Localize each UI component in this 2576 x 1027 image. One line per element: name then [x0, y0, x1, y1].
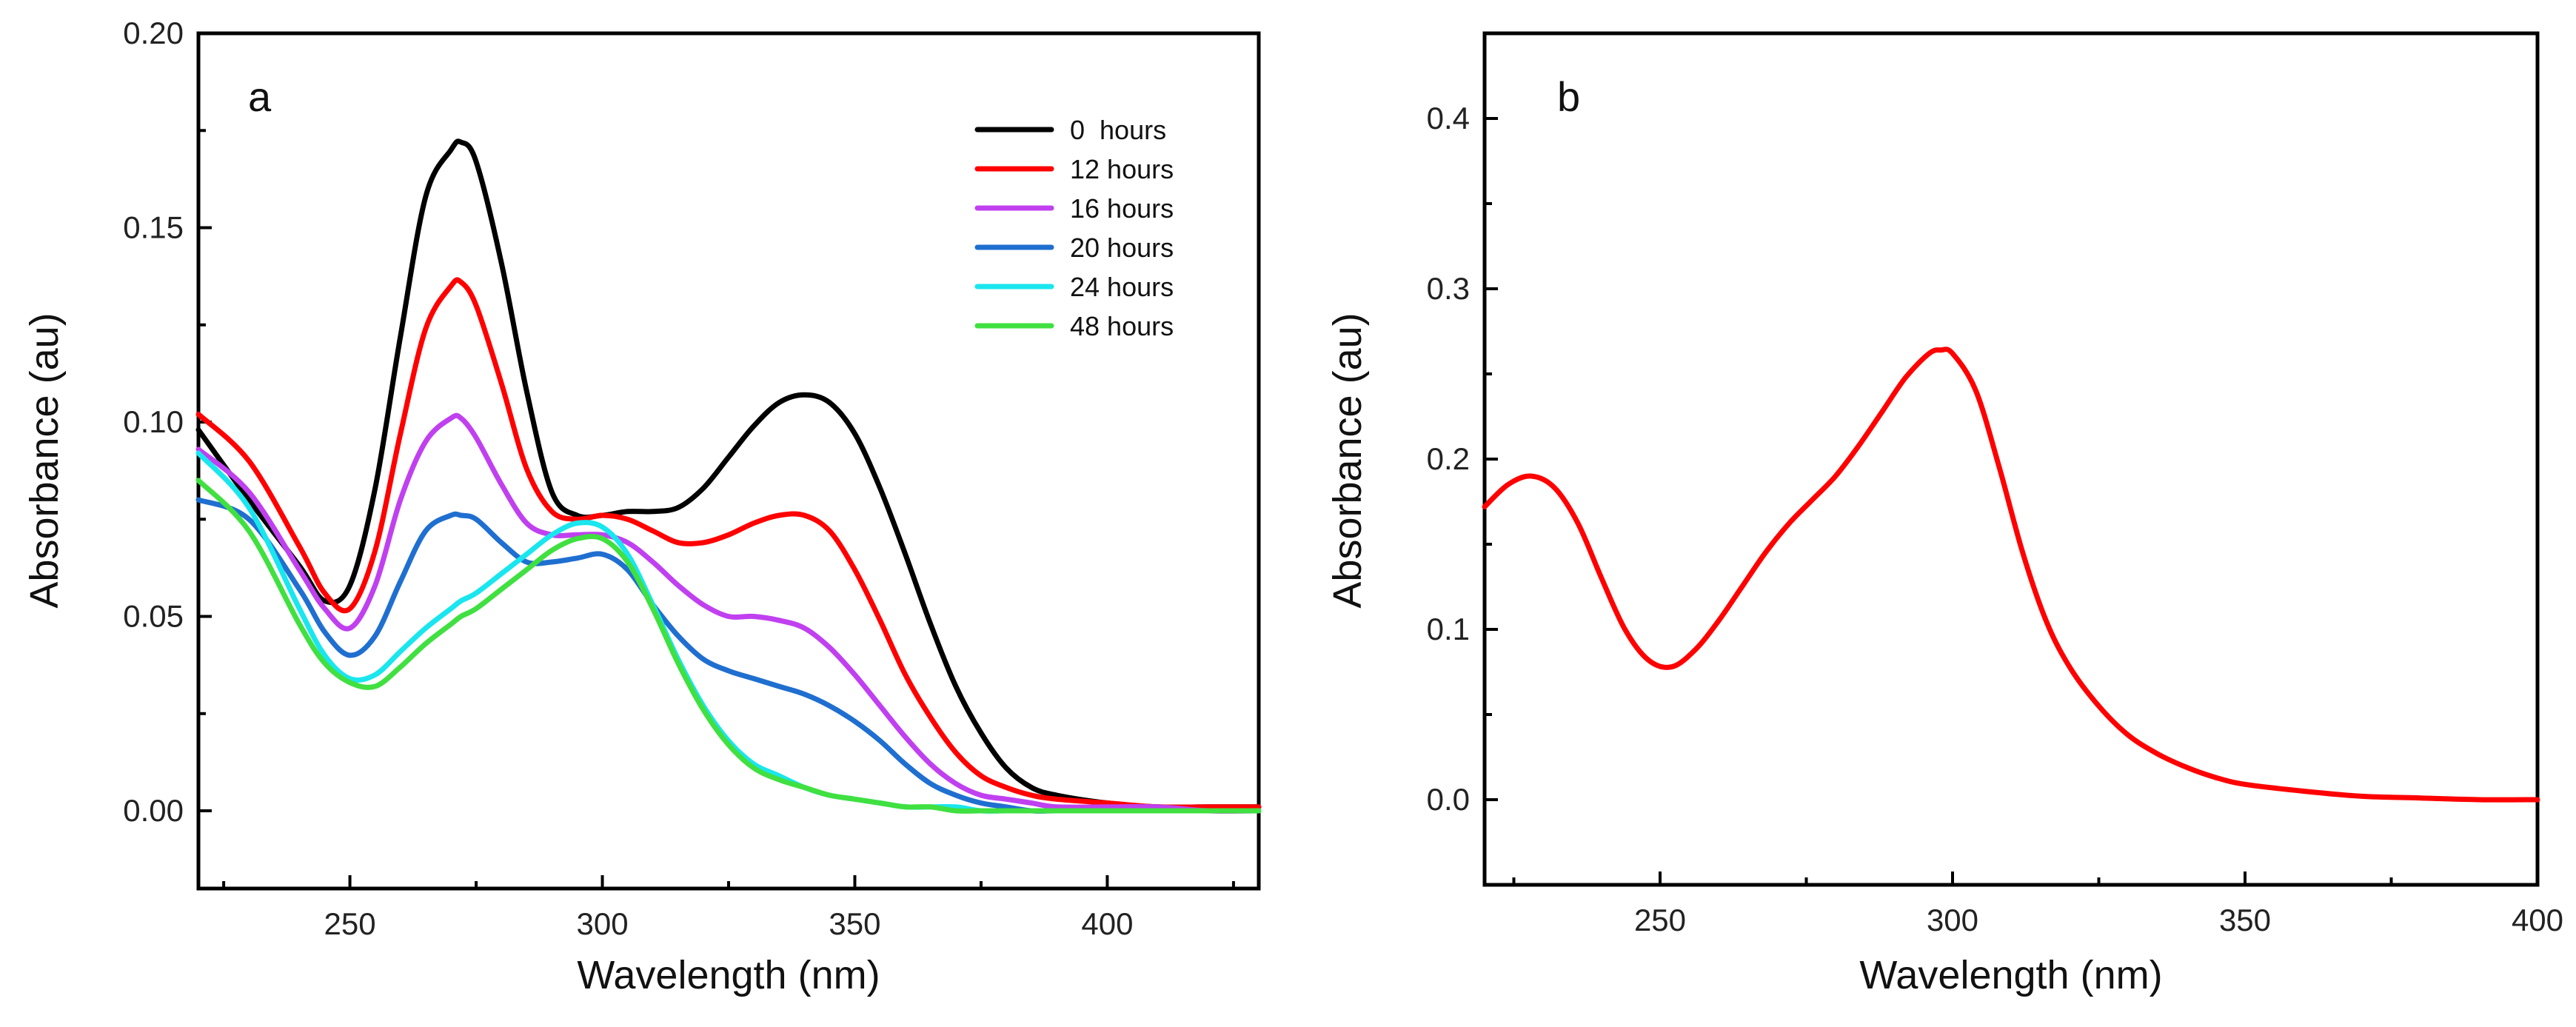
x-axis-title-a: Wavelength (nm): [577, 953, 880, 997]
legend-item: 12 hours: [974, 154, 1174, 184]
x-tick-label: 300: [1927, 903, 1978, 937]
legend-label: 0 hours: [1070, 115, 1166, 145]
x-tick-labels-a: 250 300 350 400: [324, 906, 1134, 941]
panel-a: 250 300 350 400 0.00 0.05 0.10 0.15 0.20…: [22, 16, 1262, 997]
x-tick-label: 350: [2219, 903, 2271, 937]
tick-marks-b: [1485, 32, 2539, 886]
legend-item: 48 hours: [974, 311, 1174, 341]
x-tick-label: 350: [829, 906, 880, 941]
legend: 0 hours 12 hours 16 hours 20 hours 24 ho…: [974, 115, 1174, 341]
y-axis-title-a: Absorbance (au): [22, 312, 67, 608]
y-tick-label: 0.4: [1427, 101, 1470, 136]
y-tick-label: 0.1: [1427, 612, 1470, 646]
x-tick-label: 250: [1634, 903, 1686, 937]
y-axis-title-b: Absorbance (au): [1325, 312, 1370, 608]
series-lines-b: [1482, 347, 2540, 803]
legend-item: 20 hours: [974, 233, 1174, 263]
y-tick-label: 0.20: [123, 16, 184, 50]
series-lines-a: [195, 138, 1262, 814]
legend-label: 24 hours: [1070, 272, 1174, 302]
panel-b: 250 300 350 400 0.0 0.1 0.2 0.3 0.4 b Wa…: [1325, 31, 2563, 997]
series-line: [195, 478, 1262, 814]
legend-item: 0 hours: [974, 115, 1166, 145]
x-axis-title-b: Wavelength (nm): [1859, 953, 2162, 997]
legend-label: 12 hours: [1070, 154, 1174, 184]
legend-label: 20 hours: [1070, 233, 1174, 263]
panel-label-a: a: [248, 73, 272, 120]
series-line: [1482, 347, 2540, 803]
y-tick-labels-a: 0.00 0.05 0.10 0.15 0.20: [123, 16, 184, 828]
y-tick-label: 0.10: [123, 404, 184, 439]
x-tick-label: 400: [2512, 903, 2563, 937]
y-tick-label: 0.00: [123, 793, 184, 828]
series-line: [195, 450, 1262, 814]
legend-label: 16 hours: [1070, 193, 1174, 224]
series-line: [195, 497, 1262, 814]
legend-item: 16 hours: [974, 193, 1174, 224]
plot-area-frame-b: [1482, 31, 2540, 887]
legend-label: 48 hours: [1070, 311, 1174, 341]
legend-item: 24 hours: [974, 272, 1174, 302]
series-line: [195, 277, 1262, 810]
y-tick-label: 0.0: [1427, 782, 1470, 817]
y-tick-labels-b: 0.0 0.1 0.2 0.3 0.4: [1427, 101, 1470, 817]
x-tick-label: 300: [576, 906, 628, 941]
panel-label-b: b: [1557, 73, 1580, 120]
series-line: [195, 138, 1262, 810]
y-tick-label: 0.05: [123, 599, 184, 634]
series-line: [195, 412, 1262, 814]
y-tick-label: 0.15: [123, 210, 184, 245]
y-tick-label: 0.3: [1427, 271, 1470, 306]
x-tick-label: 400: [1081, 906, 1133, 941]
x-tick-labels-b: 250 300 350 400: [1634, 903, 2563, 937]
y-tick-label: 0.2: [1427, 441, 1470, 476]
x-tick-label: 250: [324, 906, 376, 941]
